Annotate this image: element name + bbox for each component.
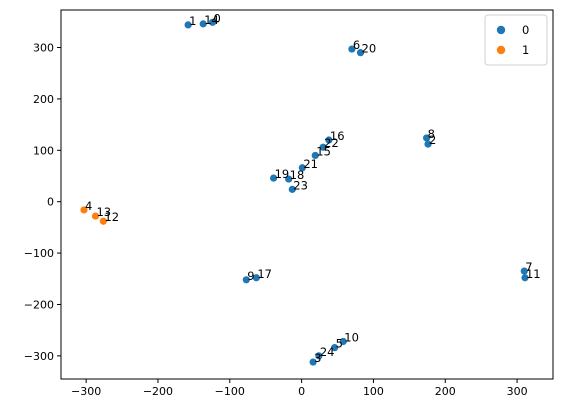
data-point [298,164,306,172]
data-point [339,337,347,346]
point-label: 24 [320,345,335,359]
legend-box [484,14,548,66]
point-label: 8 [428,127,435,141]
x-tick-label: 200 [435,385,456,398]
y-tick-label: 200 [33,93,54,106]
y-tick-label: −300 [24,350,54,363]
data-point [99,217,107,225]
point-label: 10 [344,330,359,344]
point-label: 12 [104,210,119,224]
data-point [424,140,432,148]
x-tick-label: −200 [143,385,173,398]
data-point [348,45,356,53]
y-tick-label: 0 [47,196,54,209]
data-point [252,274,260,282]
data-point [521,274,529,282]
data-point [331,344,339,352]
point-label: 14 [204,13,219,27]
x-tick-label: −100 [215,385,245,398]
point-label: 6 [353,38,360,52]
point-label: 23 [293,178,308,192]
point-label: 5 [336,337,343,351]
y-tick-label: 300 [33,42,54,55]
point-label: 18 [290,168,305,182]
y-tick-label: −100 [24,247,54,260]
data-point [309,358,317,366]
point-label: 15 [316,144,331,158]
point-label: 16 [330,129,345,143]
data-point [520,267,528,275]
x-axis: −300 −200 −100 0 100 200 300 [71,379,528,398]
point-label: 9 [247,269,254,283]
data-point [319,143,327,151]
data-point [91,212,100,220]
point-label: 3 [314,351,321,365]
y-tick-label: −200 [24,298,54,311]
data-point [311,151,319,160]
legend-marker [496,25,506,35]
point-label: 20 [362,42,377,56]
data-point [285,175,293,183]
y-axis: −300 −200 −100 0 100 200 300 [24,42,61,363]
data-point [270,174,278,182]
legend-marker [496,45,506,55]
point-label: 21 [303,157,318,171]
point-label: 4 [85,199,92,213]
point-label: 22 [324,136,339,150]
point-label: 2 [429,133,436,147]
point-label: 0 [214,11,221,25]
data-point [208,18,217,26]
x-tick-label: 100 [363,385,384,398]
x-tick-label: −300 [71,385,101,398]
data-point [184,21,192,29]
x-tick-label: 0 [298,385,305,398]
point-label: 11 [526,267,541,281]
point-label: 1 [189,14,196,28]
legend-label: 0 [522,23,529,37]
data-point [325,136,333,144]
point-label: 13 [96,205,111,219]
data-point [242,276,250,284]
data-point [315,352,323,360]
axes-frame [60,9,554,380]
data-point [356,49,365,57]
point-label: 19 [275,167,290,181]
y-tick-label: 100 [33,144,54,157]
legend-label: 1 [522,43,529,57]
point-label: 7 [525,260,532,274]
data-point [199,20,207,28]
data-point [288,185,296,193]
legend: 01 [484,14,548,66]
point-label: 17 [257,267,272,281]
data-point [422,134,431,142]
data-point [80,206,88,214]
x-tick-label: 300 [507,385,528,398]
